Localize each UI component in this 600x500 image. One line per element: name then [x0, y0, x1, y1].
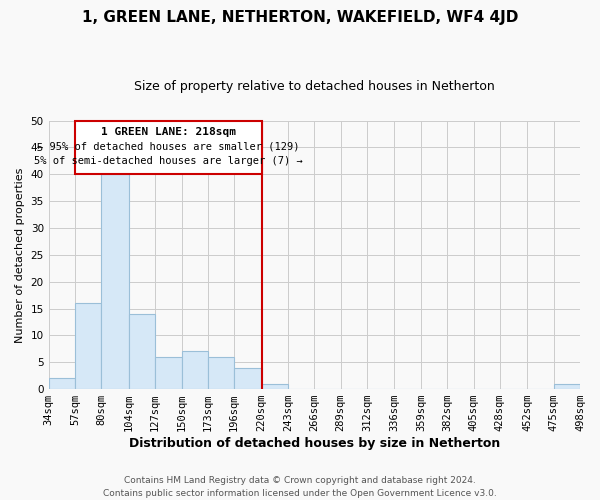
Title: Size of property relative to detached houses in Netherton: Size of property relative to detached ho…	[134, 80, 495, 93]
Y-axis label: Number of detached properties: Number of detached properties	[15, 167, 25, 342]
Bar	[262, 384, 288, 389]
Text: ← 95% of detached houses are smaller (129): ← 95% of detached houses are smaller (12…	[37, 142, 299, 152]
Bar	[49, 378, 75, 389]
Bar	[554, 384, 580, 389]
Text: 5% of semi-detached houses are larger (7) →: 5% of semi-detached houses are larger (7…	[34, 156, 303, 166]
X-axis label: Distribution of detached houses by size in Netherton: Distribution of detached houses by size …	[129, 437, 500, 450]
Bar	[208, 357, 234, 389]
Text: 1, GREEN LANE, NETHERTON, WAKEFIELD, WF4 4JD: 1, GREEN LANE, NETHERTON, WAKEFIELD, WF4…	[82, 10, 518, 25]
Bar	[75, 303, 101, 389]
FancyBboxPatch shape	[75, 120, 262, 174]
Bar	[234, 368, 262, 389]
Bar	[129, 314, 155, 389]
Bar	[155, 357, 182, 389]
Bar	[101, 174, 129, 389]
Text: 1 GREEN LANE: 218sqm: 1 GREEN LANE: 218sqm	[101, 128, 236, 138]
Text: Contains HM Land Registry data © Crown copyright and database right 2024.
Contai: Contains HM Land Registry data © Crown c…	[103, 476, 497, 498]
Bar	[182, 352, 208, 389]
